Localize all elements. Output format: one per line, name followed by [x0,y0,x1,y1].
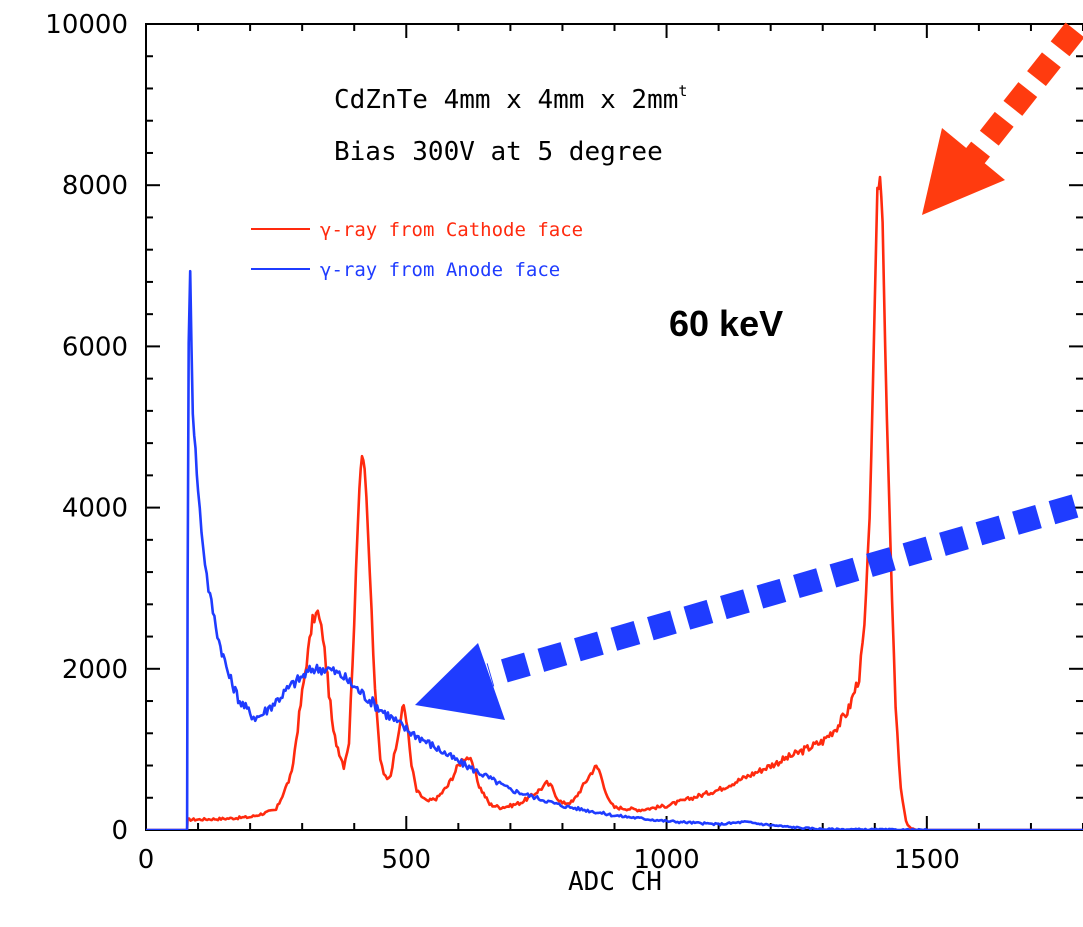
blue-arrow-shaft [486,494,1079,687]
anode-series-line [146,269,1083,830]
blue-arrowhead [415,643,505,720]
bias-annotation: Bias 300V at 5 degree [334,137,663,167]
legend-label-cathode: γ-ray from Cathode face [320,219,583,241]
y-tick-label: 6000 [62,332,128,362]
sample-annotation-text: CdZnTe 4mm x 4mm x 2mm [334,85,678,115]
x-tick-label: 500 [381,845,431,875]
x-axis-label: ADC CH [568,867,662,897]
axes [145,23,1083,831]
x-tick-label: 1500 [894,845,960,875]
red-arrowhead [922,128,1005,215]
plot-frame [145,23,1083,831]
y-tick-label: 8000 [62,171,128,201]
sample-annotation: CdZnTe 4mm x 4mm x 2mmt [334,82,687,115]
tick-labels: 0 500 1000 1500 0 2000 4000 6000 8000 10000 [45,10,960,875]
y-tick-label: 2000 [62,655,128,685]
legend: γ-ray from Cathode face γ-ray from Anode… [251,219,583,281]
y-tick-label: 0 [111,816,128,846]
red-arrow [922,22,1083,215]
red-arrow-shaft [958,22,1083,173]
legend-label-anode: γ-ray from Anode face [320,259,560,281]
y-tick-label: 4000 [62,494,128,524]
blue-arrow [415,494,1079,720]
y-tick-label: 10000 [45,10,128,40]
x-tick-label: 0 [138,845,155,875]
x-tick-label: 1000 [633,845,699,875]
sample-annotation-superscript: t [678,82,687,100]
series-lines [146,175,1083,830]
energy-label: 60 keV [669,303,783,344]
cathode-series-line [146,175,1083,830]
